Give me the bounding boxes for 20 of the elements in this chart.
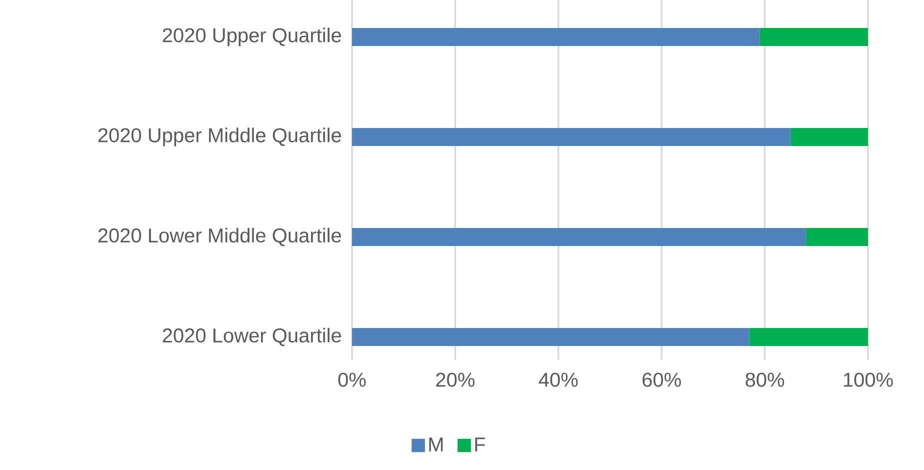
y-tick-label: 2020 Lower Middle Quartile bbox=[98, 228, 342, 246]
bar bbox=[806, 228, 868, 246]
x-tick-label: 60% bbox=[642, 372, 681, 387]
bar bbox=[352, 228, 806, 246]
y-tick-label: 2020 Lower Quartile bbox=[162, 328, 342, 346]
bar bbox=[352, 28, 760, 46]
bar bbox=[760, 28, 868, 46]
bar bbox=[790, 128, 868, 146]
x-tick-label: 0% bbox=[338, 372, 366, 387]
legend-label: F bbox=[475, 438, 486, 452]
x-tick-label: 40% bbox=[538, 372, 578, 387]
x-tick-label: 100% bbox=[844, 372, 893, 387]
legend-label: M bbox=[429, 438, 443, 452]
x-tick-label: 80% bbox=[746, 372, 784, 387]
x-tick-label: 20% bbox=[436, 372, 474, 387]
bar bbox=[352, 128, 791, 146]
y-tick-label: 2020 Upper Middle Quartile bbox=[98, 128, 342, 146]
bar bbox=[749, 328, 868, 346]
y-tick-label: 2020 Upper Quartile bbox=[162, 28, 342, 46]
bar bbox=[352, 328, 750, 346]
